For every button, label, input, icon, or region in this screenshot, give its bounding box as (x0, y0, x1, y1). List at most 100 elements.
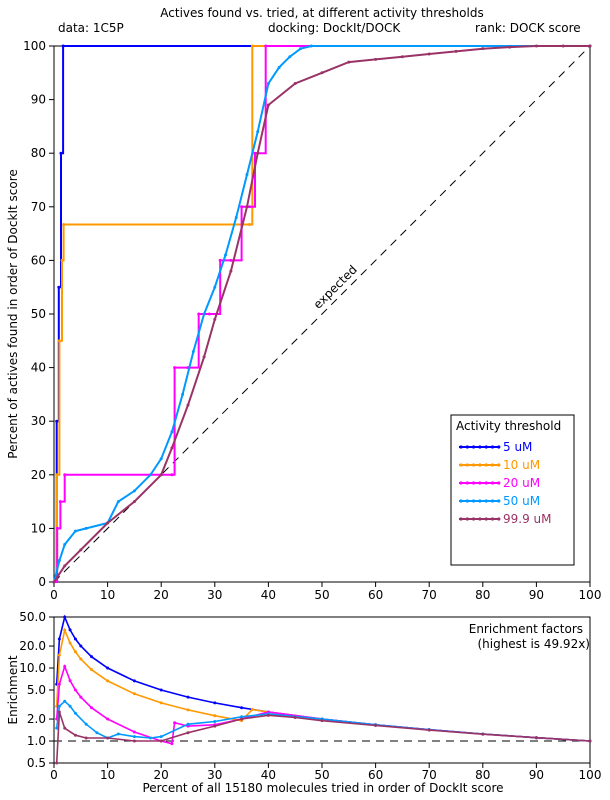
enrichment-point (186, 695, 190, 699)
top-x-tick-label: 80 (475, 588, 490, 602)
data-point (508, 45, 512, 49)
legend-marker (490, 463, 495, 467)
legend: Activity threshold 5 uM 10 uM 20 uM 50 uM 99… (450, 414, 575, 566)
bottom-x-tick-label: 50 (314, 768, 329, 782)
data-point (202, 355, 206, 359)
legend-marker (459, 499, 463, 503)
data-point (264, 44, 268, 48)
data-point (245, 173, 249, 177)
top-x-tick-label: 0 (50, 588, 58, 602)
data-point (55, 473, 59, 477)
data-point (170, 430, 174, 434)
legend-marker (497, 445, 501, 449)
top-y-tick-label: 10 (31, 521, 46, 535)
enrichment-point (79, 695, 83, 699)
enrichment-note-line1: Enrichment factors (469, 622, 583, 636)
data-point (132, 489, 136, 493)
top-y-axis-label: Percent of actives found in order of Doc… (6, 169, 20, 458)
enrichment-point (63, 615, 67, 619)
enrichment-point (481, 732, 485, 736)
data-point (288, 55, 292, 59)
top-y-tick-label: 50 (31, 307, 46, 321)
legend-marker (472, 499, 476, 503)
enrichment-point (84, 722, 88, 726)
enrichment-point (95, 731, 99, 735)
enrichment-point (90, 655, 94, 659)
enrichment-point (116, 732, 120, 736)
enrichment-point (73, 650, 77, 654)
legend-marker (465, 499, 469, 503)
data-point (299, 47, 303, 51)
top-y-tick-label: 100 (23, 39, 46, 53)
data-point (170, 473, 174, 477)
legend-marker (472, 517, 476, 521)
enrichment-point (213, 714, 217, 718)
enrichment-point (159, 701, 163, 705)
enrichment-point (57, 637, 61, 641)
enrichment-point (55, 761, 59, 765)
enrichment-point (266, 713, 270, 717)
enrichment-plot: 50.0 20.0 10.0 5.0 2.0 1.0 0.5 0 10 20 30 40 50 60 70 8… (19, 610, 601, 782)
legend-marker (459, 481, 463, 485)
data-point (170, 446, 174, 450)
data-point (207, 312, 211, 316)
enrichment-point (159, 739, 163, 743)
enrichment-point (250, 708, 254, 712)
legend-label: 50 uM (503, 494, 540, 508)
x-axis-label: Percent of all 15180 molecules tried in … (142, 781, 503, 795)
data-point (159, 457, 163, 461)
bottom-y-tick-label: 5.0 (27, 683, 46, 697)
data-point (234, 216, 238, 220)
enrichment-point (84, 736, 88, 740)
bottom-y-tick-label: 2.0 (27, 712, 46, 726)
enrichment-point (57, 710, 61, 714)
enrichment-point (106, 666, 110, 670)
top-y-tick-label: 0 (38, 575, 46, 589)
legend-label: 5 uM (503, 440, 532, 454)
legend-marker (465, 517, 469, 521)
enrichment-point (63, 699, 67, 703)
enrichment-point (73, 637, 77, 641)
enrichment-point (427, 728, 431, 732)
data-point (481, 47, 485, 51)
top-x-tick-label: 40 (261, 588, 276, 602)
legend-marker (478, 499, 482, 503)
bottom-y-tick-label: 0.5 (27, 756, 46, 770)
data-point (248, 222, 252, 226)
enrichment-point (63, 726, 67, 730)
top-x-tick-label: 60 (368, 588, 383, 602)
top-x-tick-label: 100 (579, 588, 602, 602)
data-point (62, 222, 66, 226)
bottom-x-tick-label: 0 (50, 768, 58, 782)
enrichment-point (213, 724, 217, 728)
data-point (61, 44, 65, 48)
bottom-x-tick-label: 90 (529, 768, 544, 782)
enrichment-point (132, 735, 136, 739)
enrichment-point (73, 688, 77, 692)
legend-marker (497, 481, 501, 485)
enrichment-point (55, 726, 59, 730)
data-point (106, 521, 110, 525)
enrichment-point (186, 731, 190, 735)
bottom-x-tick-label: 80 (475, 768, 490, 782)
enrichment-point (132, 679, 136, 683)
legend-label: 99.9 uM (503, 512, 552, 526)
data-point (181, 392, 185, 396)
data-point (202, 312, 206, 316)
legend-marker (484, 499, 488, 503)
enrichment-point (148, 736, 152, 740)
data-point (191, 350, 195, 354)
top-y-tick-label: 90 (31, 93, 46, 107)
legend-marker (465, 481, 469, 485)
series-line-99-9-um (53, 45, 590, 583)
data-point (57, 339, 61, 343)
data-point (253, 151, 257, 155)
legend-marker (478, 463, 482, 467)
data-point (320, 71, 324, 75)
data-point (213, 285, 217, 289)
data-point (57, 285, 61, 289)
legend-marker (478, 445, 482, 449)
legend-marker (490, 517, 495, 521)
data-point (132, 500, 136, 504)
enrichment-point (240, 706, 244, 710)
